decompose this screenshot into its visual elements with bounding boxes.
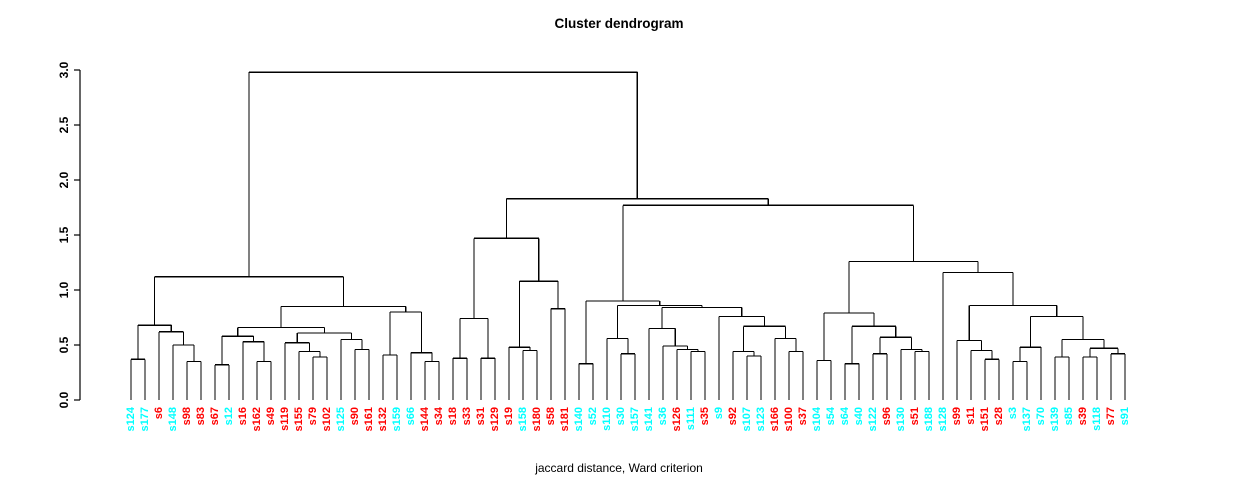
leaf-label: s39 <box>1077 407 1089 425</box>
leaf-label: s31 <box>475 407 487 425</box>
leaf-label: s49 <box>265 407 277 425</box>
leaf-label: s90 <box>349 407 361 425</box>
leaf-label: s40 <box>853 407 865 425</box>
leaf-label: s79 <box>307 407 319 425</box>
leaf-label: s85 <box>1063 407 1075 425</box>
leaf-label: s99 <box>951 407 963 425</box>
leaf-label: s141 <box>643 407 655 431</box>
leaf-label: s157 <box>629 407 641 431</box>
leaf-label: s77 <box>1105 407 1117 425</box>
leaf-label: s100 <box>783 407 795 431</box>
y-axis-tick-label: 2.5 <box>57 116 71 133</box>
leaf-label: s37 <box>797 407 809 425</box>
leaf-label: s123 <box>755 407 767 431</box>
leaf-label: s54 <box>825 406 837 425</box>
leaf-label: s126 <box>671 407 683 431</box>
leaf-label: s33 <box>461 407 473 425</box>
leaf-label: s124 <box>125 406 137 431</box>
leaf-label: s118 <box>1091 407 1103 431</box>
leaf-label: s34 <box>433 406 445 425</box>
leaf-label: s12 <box>223 407 235 425</box>
leaf-label: s28 <box>993 407 1005 425</box>
leaf-label: s111 <box>685 407 697 430</box>
leaf-label: s144 <box>419 406 431 431</box>
dendrogram-tree <box>130 71 1126 400</box>
leaf-label: s18 <box>447 407 459 425</box>
y-axis <box>74 69 81 401</box>
leaf-label: s16 <box>237 407 249 425</box>
leaf-labels: s124 s177 s6 s148 s98 s83 s67 s12 s16 s162 s49 s119… <box>125 406 1131 431</box>
y-axis-tick-label: 2.0 <box>57 171 71 188</box>
leaf-label: s52 <box>587 407 599 425</box>
leaf-label: s58 <box>545 407 557 425</box>
leaf-label: s161 <box>363 407 375 431</box>
leaf-label: s155 <box>293 407 305 431</box>
leaf-label: s177 <box>139 407 151 431</box>
leaf-label: s128 <box>937 407 949 431</box>
leaf-label: s3 <box>1007 407 1019 419</box>
leaf-label: s137 <box>1021 407 1033 431</box>
leaf-label: s188 <box>923 407 935 431</box>
leaf-label: s11 <box>965 407 977 425</box>
y-axis-tick-label: 3.0 <box>57 61 71 78</box>
leaf-label: s64 <box>839 406 851 425</box>
leaf-label: s166 <box>769 407 781 431</box>
leaf-label: s51 <box>909 407 921 425</box>
x-axis-caption: jaccard distance, Ward criterion <box>535 461 703 475</box>
y-axis-tick-label: 1.0 <box>57 281 71 298</box>
leaf-label: s35 <box>699 407 711 425</box>
leaf-label: s130 <box>895 407 907 431</box>
leaf-label: s107 <box>741 407 753 431</box>
leaf-label: s148 <box>167 407 179 431</box>
leaf-label: s9 <box>713 407 725 419</box>
leaf-label: s83 <box>195 407 207 425</box>
leaf-label: s140 <box>573 407 585 431</box>
leaf-label: s19 <box>503 407 515 425</box>
leaf-label: s162 <box>251 407 263 431</box>
leaf-label: s159 <box>391 407 403 431</box>
leaf-label: s132 <box>377 407 389 431</box>
leaf-label: s110 <box>601 407 613 431</box>
chart-title: Cluster dendrogram <box>554 16 684 31</box>
leaf-label: s67 <box>209 407 221 425</box>
leaf-label: s125 <box>335 407 347 431</box>
leaf-label: s102 <box>321 407 333 431</box>
leaf-label: s91 <box>1119 407 1131 425</box>
leaf-label: s30 <box>615 407 627 425</box>
leaf-label: s129 <box>489 407 501 431</box>
leaf-label: s96 <box>881 407 893 425</box>
leaf-label: s158 <box>517 407 529 431</box>
y-axis-tick-label: 0.0 <box>57 391 71 408</box>
leaf-label: s92 <box>727 407 739 425</box>
leaf-label: s98 <box>181 407 193 425</box>
leaf-label: s181 <box>559 407 571 431</box>
y-axis-tick-label: 0.5 <box>57 336 71 353</box>
leaf-label: s151 <box>979 407 991 431</box>
leaf-label: s119 <box>279 407 291 431</box>
y-axis-tick-label: 1.5 <box>57 226 71 243</box>
leaf-label: s70 <box>1035 407 1047 425</box>
leaf-label: s6 <box>153 407 165 419</box>
leaf-label: s139 <box>1049 407 1061 431</box>
leaf-label: s180 <box>531 407 543 431</box>
leaf-label: s122 <box>867 407 879 431</box>
leaf-label: s36 <box>657 407 669 425</box>
leaf-label: s66 <box>405 407 417 425</box>
leaf-label: s104 <box>811 406 823 431</box>
